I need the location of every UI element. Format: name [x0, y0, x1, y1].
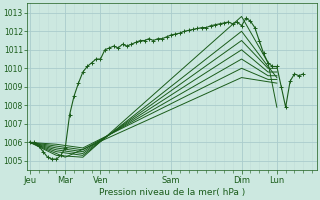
X-axis label: Pression niveau de la mer( hPa ): Pression niveau de la mer( hPa ) — [99, 188, 245, 197]
